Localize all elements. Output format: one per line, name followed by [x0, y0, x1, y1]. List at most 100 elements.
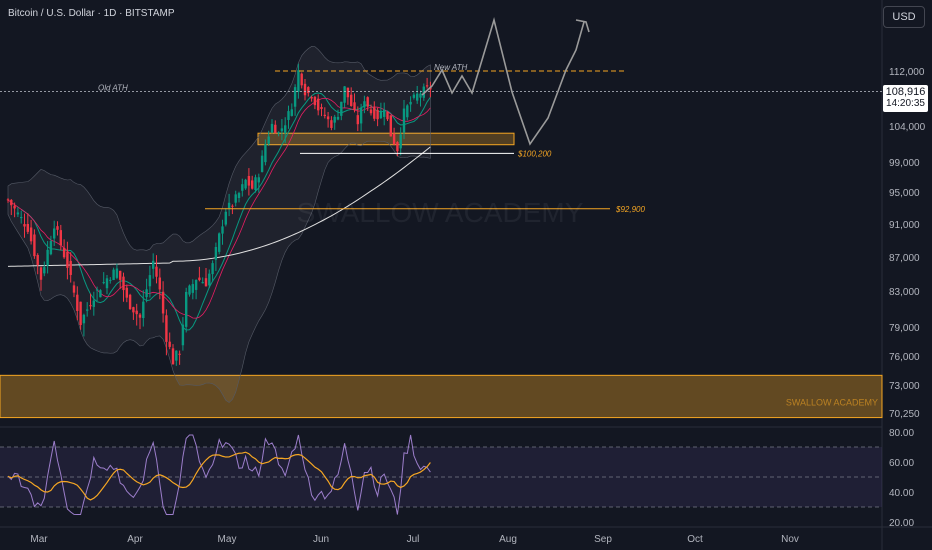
- candle: [280, 128, 284, 132]
- candle: [251, 180, 254, 189]
- time-tick-label: Aug: [499, 534, 517, 545]
- candle: [353, 102, 356, 111]
- time-tick-label: Jul: [407, 534, 420, 545]
- candle: [346, 87, 350, 98]
- last-price-tag: 108,916 14:20:35: [883, 85, 928, 112]
- price-tick-label: 104,000: [889, 122, 926, 133]
- candle: [112, 269, 115, 281]
- candle: [198, 277, 201, 281]
- candle: [297, 70, 300, 92]
- candles-layer: [6, 63, 432, 366]
- candle: [221, 226, 224, 234]
- rsi-line: [7, 434, 431, 515]
- candle: [333, 116, 336, 123]
- lower-zone-label: SWALLOW ACADEMY: [786, 398, 878, 408]
- candle: [392, 133, 396, 145]
- candle: [49, 241, 53, 255]
- candle: [369, 109, 373, 114]
- candle: [383, 109, 386, 117]
- candle: [425, 85, 429, 87]
- time-tick-label: Apr: [127, 534, 143, 545]
- candle: [389, 115, 392, 137]
- axes-layer: 112,000 104,000 99,000 95,000 91,000 87,000 83…: [30, 67, 925, 545]
- candle: [178, 353, 181, 355]
- candle: [416, 93, 419, 101]
- watermark: SWALLOW ACADEMY: [297, 197, 584, 228]
- candle: [188, 285, 191, 295]
- time-tick-label: Jun: [313, 534, 329, 545]
- price-tick-label: 99,000: [889, 158, 920, 169]
- candle: [247, 175, 251, 186]
- candle: [204, 278, 208, 287]
- candle: [270, 123, 274, 133]
- currency-button[interactable]: USD: [883, 6, 925, 28]
- candle: [340, 101, 343, 116]
- candle: [92, 300, 95, 307]
- candle: [122, 276, 125, 291]
- candle: [115, 268, 119, 278]
- candle: [13, 205, 16, 209]
- price-tick-label: 95,000: [889, 188, 920, 199]
- candle: [181, 324, 185, 346]
- candle: [313, 96, 317, 106]
- candle: [336, 116, 340, 120]
- rsi-tick-label: 60.00: [889, 458, 914, 469]
- candle: [231, 205, 234, 207]
- candle: [257, 177, 260, 183]
- candle: [119, 270, 122, 280]
- candle: [36, 254, 39, 266]
- candle: [39, 267, 43, 280]
- price-tick-label: 83,000: [889, 287, 920, 298]
- candle: [412, 94, 416, 98]
- candle: [227, 202, 231, 209]
- candle: [419, 93, 422, 98]
- time-tick-label: Nov: [781, 534, 799, 545]
- time-tick-label: Sep: [594, 534, 612, 545]
- candle: [72, 285, 76, 293]
- candle: [359, 107, 363, 124]
- candle: [82, 314, 86, 324]
- candle: [284, 125, 287, 134]
- candle: [165, 315, 168, 342]
- candle: [379, 110, 383, 119]
- candle: [237, 193, 241, 198]
- candle: [307, 87, 310, 94]
- candle: [158, 277, 161, 290]
- candle: [244, 179, 247, 189]
- price-tick-label: 79,000: [889, 323, 920, 334]
- candle: [241, 184, 244, 191]
- demand-zone: [257, 132, 515, 146]
- projection-arrowhead: [575, 19, 590, 33]
- candle: [99, 290, 102, 298]
- price-tick-label: 112,000: [889, 67, 925, 78]
- candle: [290, 109, 293, 116]
- candle: [274, 124, 277, 134]
- candle: [300, 73, 303, 86]
- candle: [330, 120, 333, 128]
- candle: [254, 177, 257, 190]
- candle: [267, 136, 270, 144]
- candle: [264, 144, 267, 163]
- candle: [168, 341, 171, 347]
- candle: [138, 314, 142, 318]
- candle: [29, 227, 33, 242]
- zones-layer: SWALLOW ACADEMY: [0, 132, 883, 419]
- bollinger-cloud: [7, 46, 431, 403]
- drawings-layer: New ATH Old ATH $100,200 $92,900: [0, 16, 882, 214]
- candle: [191, 284, 194, 293]
- candle: [152, 260, 155, 269]
- ema-fast-line: [20, 92, 431, 331]
- lower-zone: [0, 374, 883, 419]
- candle: [148, 275, 152, 287]
- candle: [53, 228, 56, 239]
- candle: [20, 217, 23, 219]
- candle: [66, 251, 69, 268]
- candle: [399, 134, 402, 149]
- candle: [56, 226, 59, 230]
- candle: [363, 101, 366, 108]
- candle: [406, 105, 409, 118]
- candle: [76, 294, 79, 311]
- candle: [142, 301, 145, 319]
- candle: [128, 294, 132, 310]
